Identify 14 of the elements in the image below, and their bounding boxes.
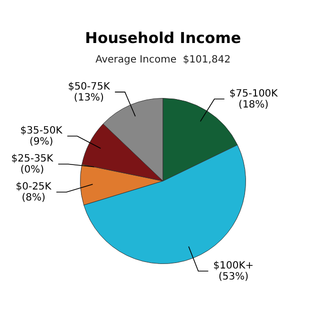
data-label: (9%) bbox=[29, 136, 54, 148]
slice-label: $100K+ bbox=[213, 260, 254, 272]
chart-subtitle: Average Income $101,842 bbox=[95, 54, 231, 66]
slice-label: $0-25K bbox=[16, 182, 52, 193]
text: (0%) bbox=[20, 164, 44, 176]
data-label: (18%) bbox=[238, 100, 269, 111]
data-label: (53%) bbox=[218, 272, 249, 283]
data-label: (8%) bbox=[22, 192, 46, 204]
slice-label: $50-75K bbox=[68, 82, 110, 93]
chart-title: Household Income bbox=[85, 28, 241, 47]
slice-label: $35-50K bbox=[20, 126, 63, 137]
legend-label: $25-35K bbox=[11, 154, 54, 165]
slice-label: $75-100K bbox=[229, 88, 278, 100]
data-label: (13%) bbox=[74, 92, 104, 104]
